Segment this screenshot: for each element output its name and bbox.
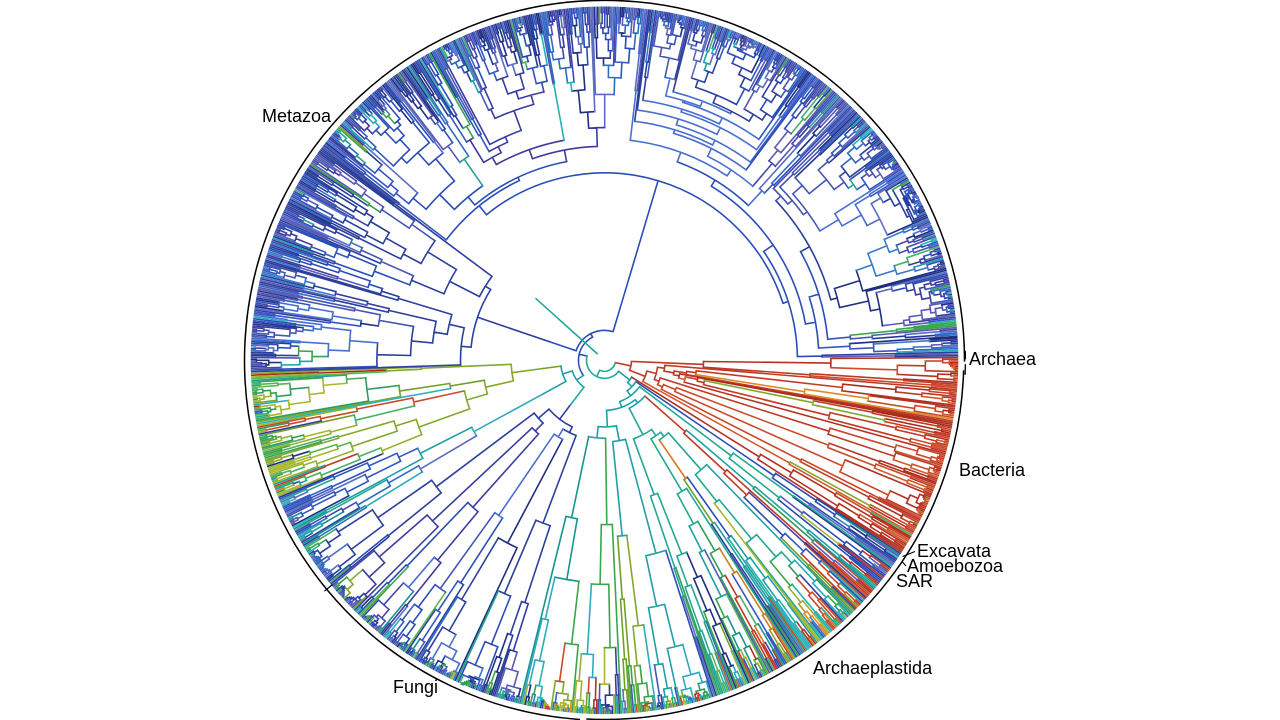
- svg-text:Archaea: Archaea: [969, 349, 1037, 369]
- svg-text:Amoebozoa: Amoebozoa: [907, 556, 1004, 576]
- svg-text:Fungi: Fungi: [393, 677, 438, 697]
- svg-text:SAR: SAR: [896, 571, 933, 591]
- svg-text:Archaeplastida: Archaeplastida: [813, 658, 933, 678]
- svg-text:Bacteria: Bacteria: [959, 460, 1026, 480]
- svg-text:Metazoa: Metazoa: [262, 106, 332, 126]
- svg-text:Excavata: Excavata: [917, 541, 992, 561]
